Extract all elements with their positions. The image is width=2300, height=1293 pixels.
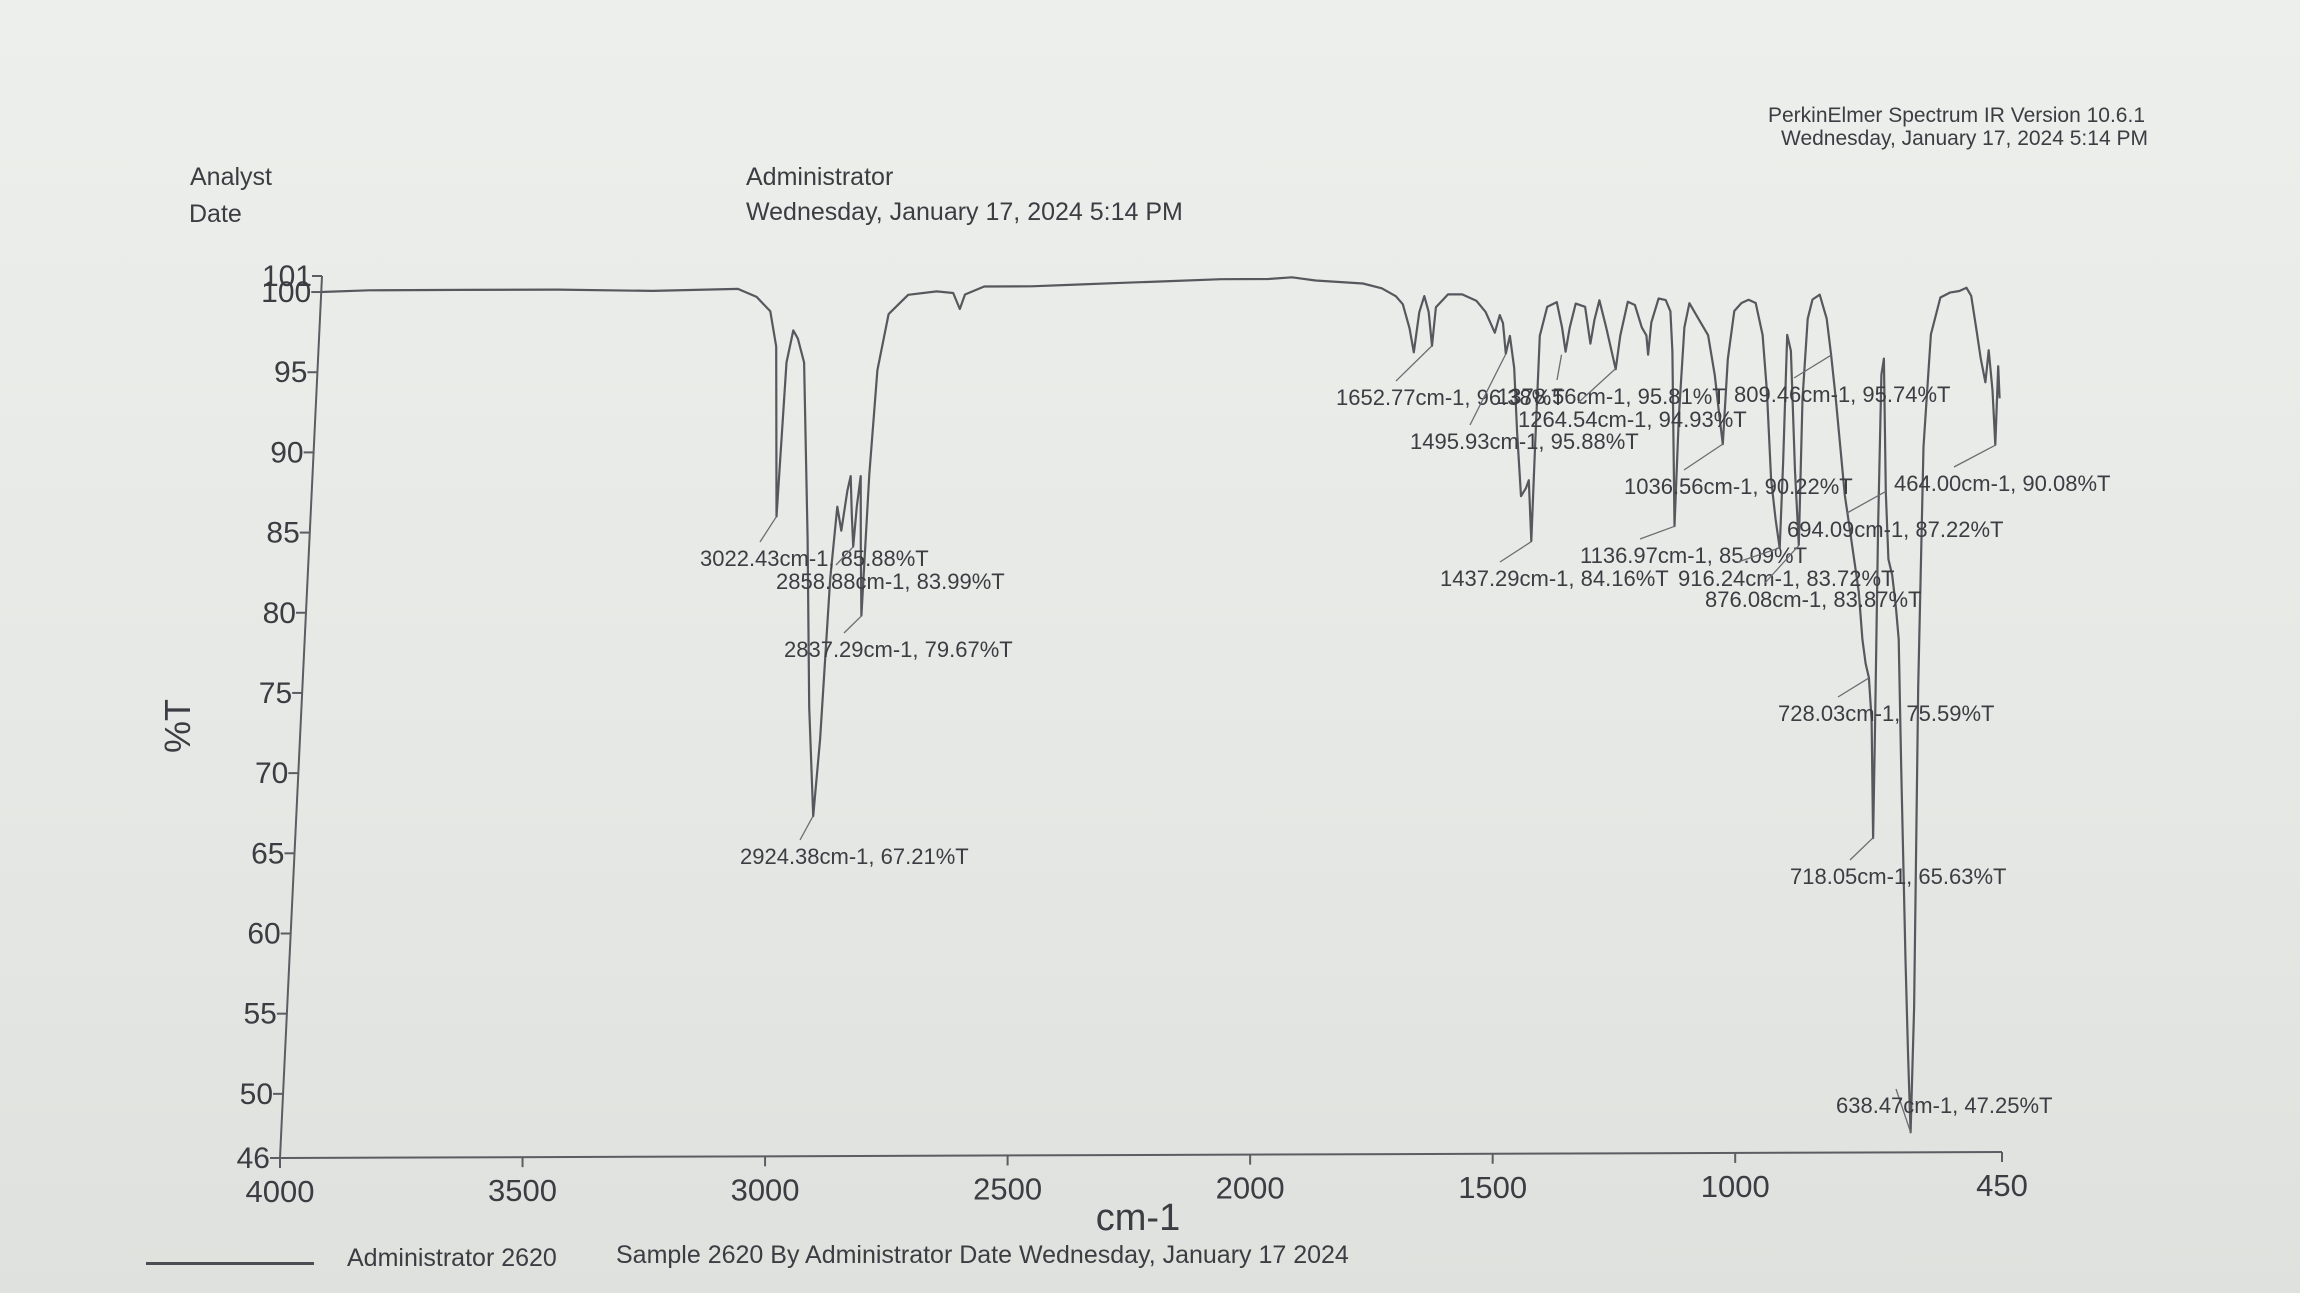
x-tick-label: 3000 (731, 1172, 800, 1207)
x-tick-label: 2000 (1216, 1171, 1285, 1206)
peak-label: 718.05cm-1, 65.63%T (1790, 864, 2006, 889)
software-date: Wednesday, January 17, 2024 5:14 PM (1781, 127, 2148, 150)
peak-leader-line (1737, 547, 1780, 563)
legend-swatch (146, 1262, 314, 1265)
peak-label: 2924.38cm-1, 67.21%T (740, 844, 969, 869)
spectrum-trace (321, 276, 2001, 1134)
x-tick-label: 1000 (1701, 1169, 1770, 1204)
peak-leader-line (1683, 443, 1724, 471)
peak-label: 638.47cm-1, 47.25%T (1836, 1093, 2052, 1118)
y-tick-label: 75 (259, 677, 292, 710)
peak-leader-line (1499, 541, 1532, 563)
peak-label: 876.08cm-1, 83.87%T (1705, 587, 1921, 612)
software-version: PerkinElmer Spectrum IR Version 10.6.1 (1768, 104, 2145, 127)
peak-label: 728.03cm-1, 75.59%T (1778, 701, 1994, 726)
peak-label: 1378.56cm-1, 95.81%T (1497, 384, 1726, 409)
peak-leader-line (1639, 525, 1675, 540)
x-tick-label: 3500 (488, 1173, 557, 1208)
x-tick-label: 450 (1976, 1168, 2028, 1203)
peak-label: 1136.97cm-1, 85.09%T (1580, 543, 1807, 568)
x-tick-label: 4000 (246, 1174, 315, 1209)
y-tick-label: 85 (266, 517, 299, 550)
x-axis-line (279, 1151, 2003, 1159)
peak-leader-line (1846, 490, 1887, 514)
peak-leader-line (843, 615, 862, 634)
date-value: Wednesday, January 17, 2024 5:14 PM (746, 198, 1183, 226)
y-tick-label: 60 (247, 917, 280, 950)
peak-label: 1495.93cm-1, 95.88%T (1410, 429, 1639, 454)
date-label: Date (189, 200, 242, 228)
y-tick-label: 65 (251, 837, 284, 870)
peak-leader-line (1395, 345, 1433, 382)
y-tick-label: 80 (263, 597, 296, 630)
y-tick-label: 70 (255, 757, 288, 790)
peak-label: 809.46cm-1, 95.74%T (1734, 382, 1950, 407)
peak-leader-line (1577, 368, 1616, 404)
peak-label: 3022.43cm-1, 85.88%T (700, 546, 929, 571)
y-tick-label: 55 (243, 998, 276, 1031)
peak-label: 694.09cm-1, 87.22%T (1787, 517, 2003, 542)
peak-label: 1264.54cm-1, 94.93%T (1518, 407, 1747, 432)
legend-description: Sample 2620 By Administrator Date Wednes… (616, 1241, 1349, 1269)
peak-leader-line (1764, 544, 1800, 584)
peak-leader-line (835, 546, 854, 566)
peak-leader-line (1895, 1088, 1912, 1133)
peak-label: 464.00cm-1, 90.08%T (1894, 471, 2110, 496)
y-axis-label: %T (157, 699, 198, 753)
peak-leader-line (1556, 354, 1563, 381)
peak-leader-line (1837, 677, 1870, 698)
peak-leader-line (1469, 353, 1507, 426)
y-tick-label: 50 (240, 1078, 273, 1111)
y-tick-label: 95 (274, 356, 307, 389)
peak-leader-line (759, 516, 777, 543)
peak-leader-line (1849, 837, 1874, 861)
peak-leader-line (1953, 444, 1996, 468)
y-tick-label: 46 (237, 1142, 270, 1175)
x-axis-label: cm-1 (1096, 1197, 1180, 1239)
peak-leader-line (1793, 354, 1832, 379)
y-axis-line (279, 275, 323, 1159)
peak-label: 1036.56cm-1, 90.22%T (1624, 474, 1853, 499)
x-tick-label: 1500 (1458, 1170, 1527, 1205)
y-tick-label: 100 (261, 276, 311, 309)
x-tick-label: 2500 (973, 1171, 1042, 1206)
peak-label: 1652.77cm-1, 96.38%T (1336, 385, 1565, 410)
analyst-label: Analyst (190, 163, 272, 191)
peak-label: 2858.88cm-1, 83.99%T (776, 569, 1005, 594)
y-tick-label: 101 (262, 260, 312, 293)
peak-label: 2837.29cm-1, 79.67%T (784, 637, 1013, 662)
y-tick-label: 90 (270, 436, 303, 469)
peak-label: 1437.29cm-1, 84.16%T (1440, 566, 1669, 591)
legend-name: Administrator 2620 (347, 1244, 557, 1272)
analyst-value: Administrator (746, 163, 894, 191)
peak-label: 916.24cm-1, 83.72%T (1678, 566, 1894, 591)
peak-leader-line (799, 815, 814, 841)
